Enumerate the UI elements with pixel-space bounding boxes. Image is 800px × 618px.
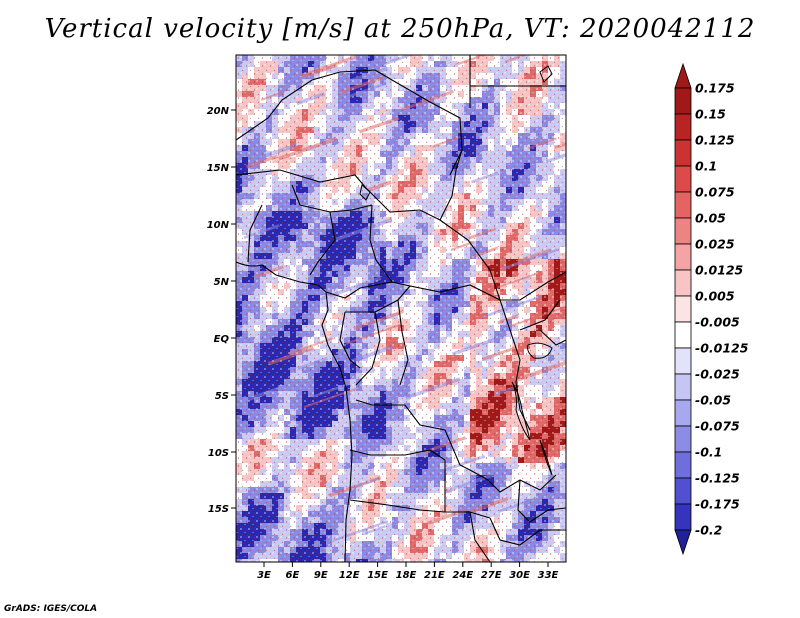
lat-tick-label: 15S [208,504,229,515]
lat-tick-label: 10N [207,220,230,231]
colorbar-segment [674,321,692,349]
field-texture [236,55,566,562]
lon-tick-label: 21E [424,570,445,581]
colorbar-segment [674,191,692,219]
colorbar-label: -0.1 [695,445,722,460]
lat-tick-label: 5S [215,391,229,402]
lon-tick-label: 15E [367,570,388,581]
colorbar-label: 0.15 [695,107,726,122]
colorbar-label: 0.125 [695,133,735,148]
colorbar-segment [674,347,692,375]
colorbar-bottom-arrow [674,529,692,556]
colorbar-label: -0.005 [695,315,740,330]
colorbar-label: -0.075 [695,419,740,434]
lon-tick-label: 3E [257,570,271,581]
colorbar-label: -0.175 [695,497,740,512]
lat-tick-label: 20N [207,106,230,117]
colorbar-label: -0.025 [695,367,740,382]
map-frame [235,54,567,563]
colorbar-segment [674,373,692,401]
colorbar-label: 0.005 [695,289,735,304]
colorbar-label: 0.05 [695,211,726,226]
plot-title: Vertical velocity [m/s] at 250hPa, VT: 2… [44,14,756,44]
colorbar-label: 0.025 [695,237,735,252]
colorbar-segment [674,139,692,167]
colorbar-segment [674,113,692,141]
lon-tick-label: 18E [396,570,417,581]
colorbar-segment [674,295,692,323]
lon-tick-label: 24E [452,570,473,581]
colorbar-label: -0.0125 [695,341,749,356]
lon-tick-label: 9E [314,570,328,581]
longitude-axis: 3E 6E 9E 12E 15E 18E 21E 24E 27E 30E 33E [257,562,559,581]
colorbar-top-arrow [674,62,692,89]
lat-tick-label: 15N [207,163,230,174]
lat-tick-label: 5N [214,277,230,288]
lon-tick-label: 6E [286,570,300,581]
lat-tick-label: EQ [214,334,230,345]
latitude-axis: 20N 15N 10N 5N EQ 5S 10S 15S [207,106,236,515]
colorbar-label: 0.075 [695,185,735,200]
colorbar-segment [674,399,692,427]
colorbar-segment [674,87,692,115]
colorbar-label: 0.175 [695,81,735,96]
colorbar-label: -0.125 [695,471,740,486]
colorbar-label: -0.2 [695,523,722,538]
country-borders [236,55,566,562]
colorbar-label: 0.1 [695,159,717,174]
colorbar-label: 0.0125 [695,263,744,278]
colorbar-segment [674,425,692,453]
colorbar-segment [674,477,692,505]
lon-tick-label: 27E [481,570,502,581]
lon-tick-label: 12E [339,570,360,581]
lon-tick-label: 30E [509,570,530,581]
colorbar-segment [674,243,692,271]
lat-tick-label: 10S [208,448,229,459]
grads-credit: GrADS: IGES/COLA [4,604,98,614]
colorbar-segment [674,165,692,193]
colorbar-segment [674,451,692,479]
colorbar-segment [674,217,692,245]
colorbar: 0.175 0.15 0.125 0.1 0.075 0.05 0.025 0.0125 0.0… [674,62,749,556]
colorbar-segment [674,503,692,531]
lon-tick-label: 33E [538,570,559,581]
colorbar-label: -0.05 [695,393,731,408]
colorbar-segment [674,269,692,297]
